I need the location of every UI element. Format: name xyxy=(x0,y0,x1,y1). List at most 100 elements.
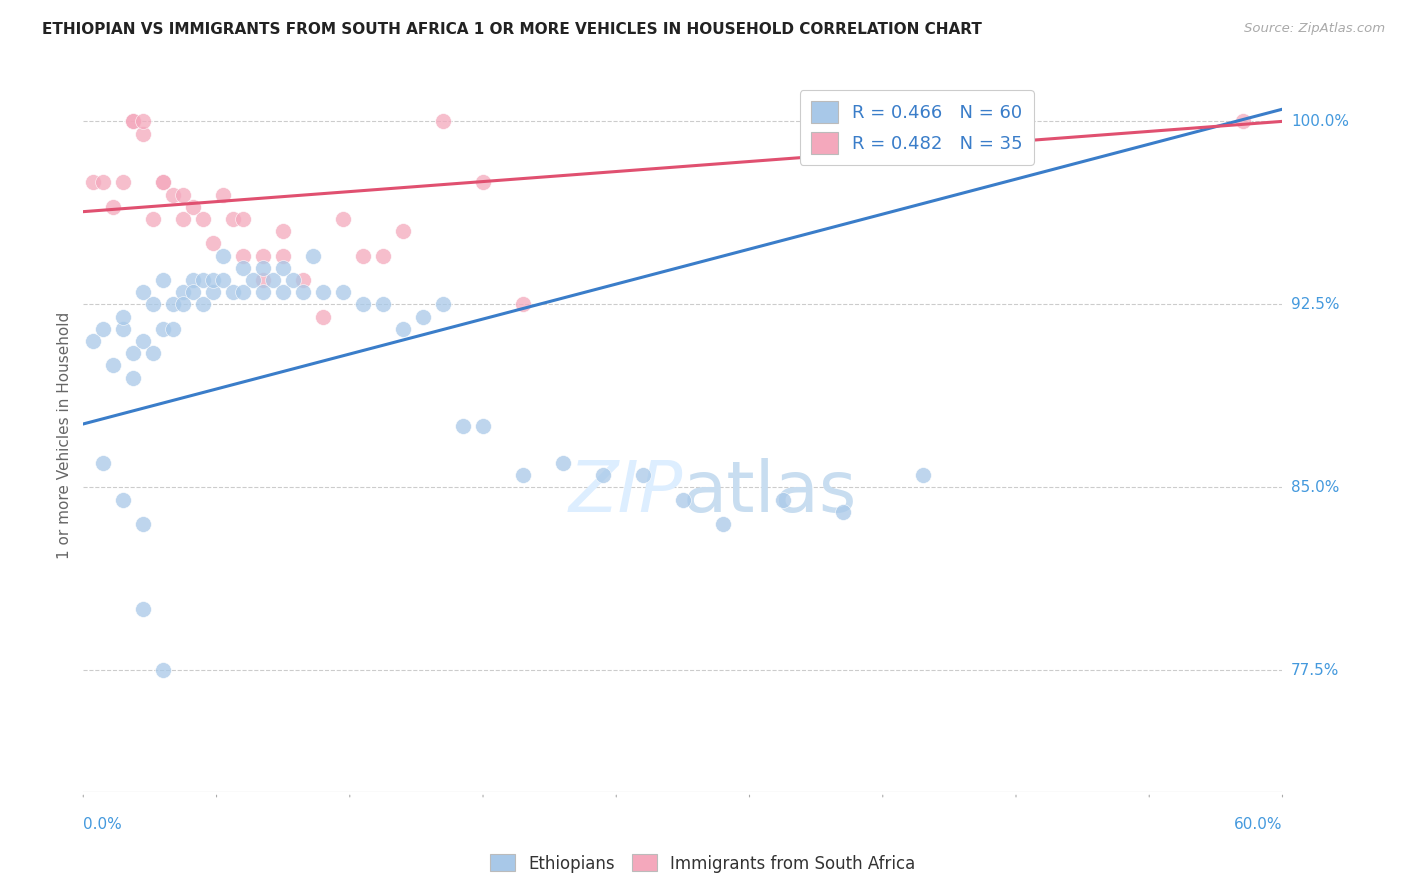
Point xyxy=(132,334,155,348)
Text: 77.5%: 77.5% xyxy=(1291,663,1339,678)
Point xyxy=(292,273,315,287)
Point xyxy=(193,273,215,287)
Point xyxy=(193,297,215,311)
Point xyxy=(512,468,534,483)
Point xyxy=(911,468,934,483)
Point xyxy=(332,211,354,226)
Point xyxy=(432,297,454,311)
Point xyxy=(91,456,114,470)
Point xyxy=(232,260,254,275)
Point xyxy=(672,492,695,507)
Point xyxy=(112,322,135,336)
Point xyxy=(162,322,184,336)
Y-axis label: 1 or more Vehicles in Household: 1 or more Vehicles in Household xyxy=(58,311,72,558)
Text: 100.0%: 100.0% xyxy=(1291,114,1348,128)
Point xyxy=(152,175,174,189)
Point xyxy=(122,114,145,128)
Point xyxy=(132,602,155,616)
Point xyxy=(212,273,235,287)
Text: ZIP: ZIP xyxy=(568,458,683,526)
Point xyxy=(242,273,264,287)
Point xyxy=(371,249,394,263)
Point xyxy=(212,187,235,202)
Point xyxy=(232,285,254,300)
Point xyxy=(271,285,294,300)
Point xyxy=(82,175,104,189)
Point xyxy=(292,285,315,300)
Point xyxy=(112,175,135,189)
Text: 60.0%: 60.0% xyxy=(1234,817,1282,832)
Point xyxy=(142,211,165,226)
Point xyxy=(152,175,174,189)
Point xyxy=(172,297,194,311)
Point xyxy=(232,211,254,226)
Point xyxy=(122,114,145,128)
Point xyxy=(512,297,534,311)
Point xyxy=(103,200,125,214)
Point xyxy=(232,249,254,263)
Point xyxy=(831,505,853,519)
Point xyxy=(271,260,294,275)
Point xyxy=(172,285,194,300)
Point xyxy=(91,322,114,336)
Legend: R = 0.466   N = 60, R = 0.482   N = 35: R = 0.466 N = 60, R = 0.482 N = 35 xyxy=(800,90,1033,165)
Point xyxy=(711,516,734,531)
Point xyxy=(352,249,374,263)
Point xyxy=(392,322,415,336)
Point xyxy=(202,273,225,287)
Point xyxy=(1232,114,1254,128)
Point xyxy=(181,200,204,214)
Point xyxy=(271,249,294,263)
Point xyxy=(162,187,184,202)
Point xyxy=(252,249,274,263)
Point xyxy=(592,468,614,483)
Point xyxy=(281,273,304,287)
Point xyxy=(252,273,274,287)
Text: 92.5%: 92.5% xyxy=(1291,297,1340,312)
Point xyxy=(132,127,155,141)
Point xyxy=(212,249,235,263)
Point xyxy=(152,664,174,678)
Text: 85.0%: 85.0% xyxy=(1291,480,1339,495)
Point xyxy=(152,322,174,336)
Text: atlas: atlas xyxy=(683,458,858,526)
Point xyxy=(122,370,145,384)
Point xyxy=(332,285,354,300)
Point xyxy=(472,175,495,189)
Point xyxy=(82,334,104,348)
Point xyxy=(132,114,155,128)
Point xyxy=(122,346,145,360)
Point xyxy=(302,249,325,263)
Point xyxy=(132,516,155,531)
Point xyxy=(412,310,434,324)
Point xyxy=(271,224,294,238)
Point xyxy=(772,492,794,507)
Point xyxy=(222,285,245,300)
Point xyxy=(371,297,394,311)
Legend: Ethiopians, Immigrants from South Africa: Ethiopians, Immigrants from South Africa xyxy=(484,847,922,880)
Point xyxy=(142,346,165,360)
Text: ETHIOPIAN VS IMMIGRANTS FROM SOUTH AFRICA 1 OR MORE VEHICLES IN HOUSEHOLD CORREL: ETHIOPIAN VS IMMIGRANTS FROM SOUTH AFRIC… xyxy=(42,22,981,37)
Point xyxy=(91,175,114,189)
Point xyxy=(252,285,274,300)
Point xyxy=(162,297,184,311)
Point xyxy=(152,273,174,287)
Point xyxy=(172,211,194,226)
Point xyxy=(312,310,335,324)
Point xyxy=(132,285,155,300)
Point xyxy=(352,297,374,311)
Point xyxy=(432,114,454,128)
Point xyxy=(222,211,245,226)
Point xyxy=(103,359,125,373)
Point xyxy=(451,419,474,434)
Point xyxy=(193,211,215,226)
Point xyxy=(202,285,225,300)
Text: Source: ZipAtlas.com: Source: ZipAtlas.com xyxy=(1244,22,1385,36)
Point xyxy=(631,468,654,483)
Point xyxy=(181,273,204,287)
Point xyxy=(262,273,284,287)
Point xyxy=(252,260,274,275)
Point xyxy=(202,236,225,251)
Point xyxy=(472,419,495,434)
Point xyxy=(142,297,165,311)
